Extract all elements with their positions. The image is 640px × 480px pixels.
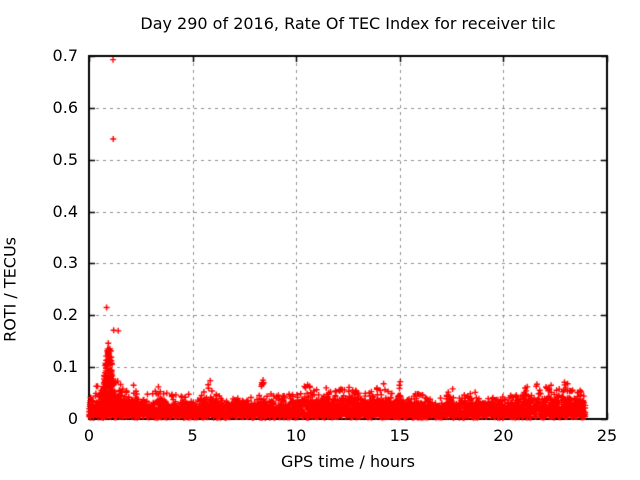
x-axis-label: GPS time / hours	[281, 452, 415, 471]
